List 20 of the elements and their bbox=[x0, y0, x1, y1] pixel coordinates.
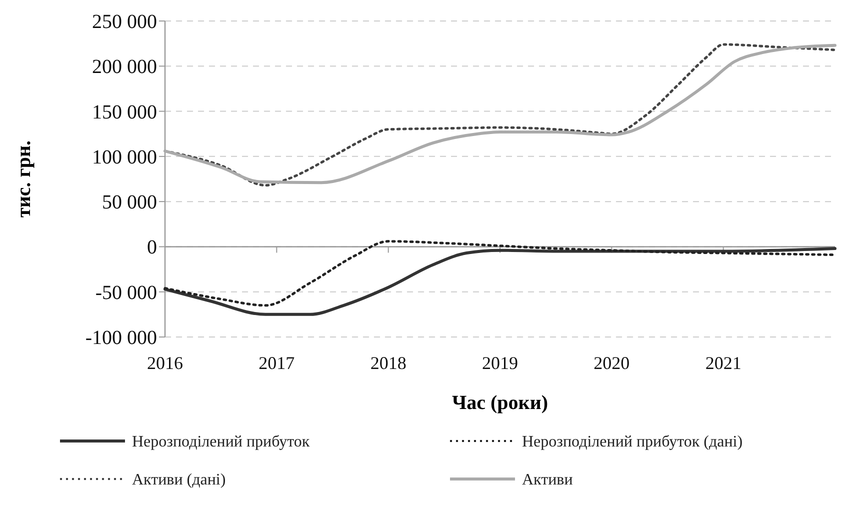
y-tick-label: -100 000 bbox=[85, 327, 157, 349]
legend-label: Активи (дані) bbox=[132, 472, 226, 489]
y-tick-label: 150 000 bbox=[92, 101, 157, 124]
x-tick-label: 2018 bbox=[370, 353, 406, 373]
x-axis-title: Час (роки) bbox=[452, 392, 548, 414]
x-tick-label: 2020 bbox=[594, 353, 630, 373]
x-tick-label: 2016 bbox=[147, 353, 183, 373]
y-tick-label: 250 000 bbox=[92, 11, 157, 33]
y-axis-title: тис. грн. bbox=[13, 140, 35, 218]
y-tick-label: 50 000 bbox=[102, 192, 157, 214]
y-tick-label: 200 000 bbox=[92, 56, 157, 78]
legend-label: Нерозподілений прибуток bbox=[132, 434, 310, 451]
y-tick-label: 0 bbox=[147, 236, 157, 259]
x-tick-label: 2019 bbox=[482, 353, 518, 373]
y-tick-label: 100 000 bbox=[92, 146, 157, 168]
legend-label: Нерозподілений прибуток (дані) bbox=[522, 434, 743, 451]
legend-label: Активи bbox=[522, 472, 574, 489]
y-tick-label: -50 000 bbox=[95, 282, 157, 304]
x-tick-label: 2017 bbox=[258, 353, 295, 373]
x-tick-label: 2021 bbox=[705, 353, 742, 373]
